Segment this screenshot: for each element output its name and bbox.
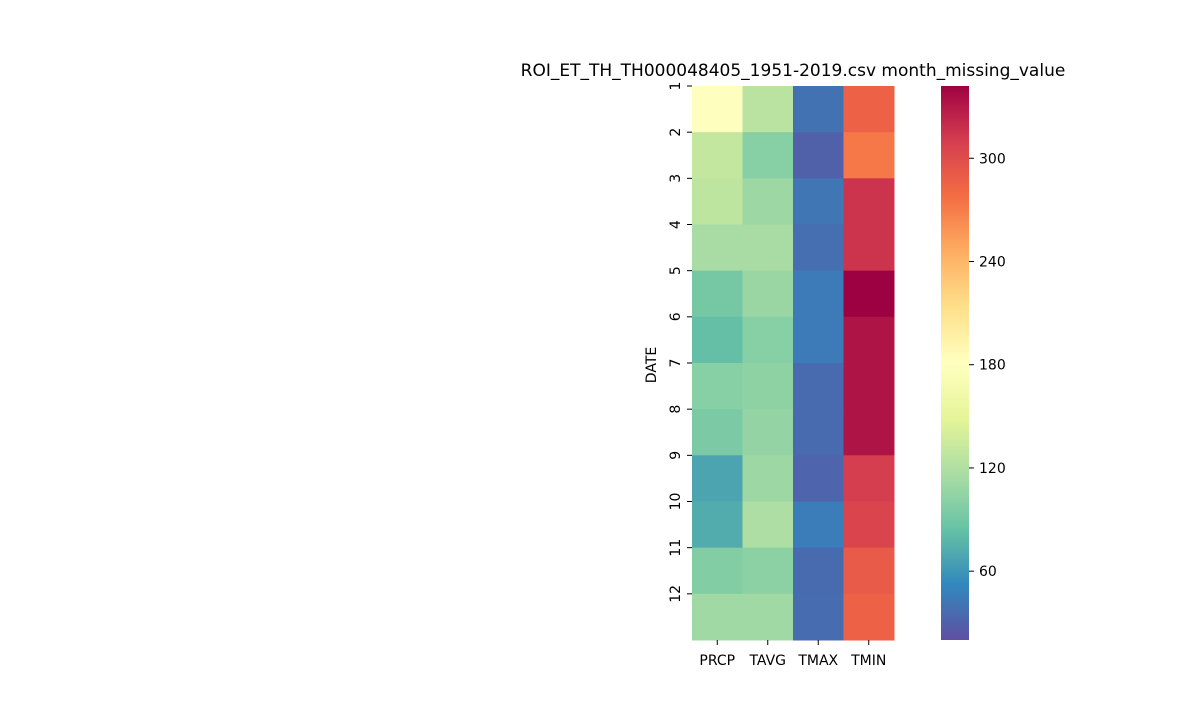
chart-title: ROI_ET_TH_TH000048405_1951-2019.csv mont… xyxy=(521,61,1066,81)
heatmap-cell-10-TMAX xyxy=(793,501,844,549)
heatmap-cell-11-PRCP xyxy=(692,547,743,595)
heatmap-cells xyxy=(692,86,895,641)
heatmap-cell-3-TMIN xyxy=(843,178,895,225)
colorbar-tick-label: 180 xyxy=(979,358,1006,374)
y-tick-label: 1 xyxy=(668,82,684,91)
heatmap-cell-7-PRCP xyxy=(692,363,743,410)
heatmap-cell-6-TMAX xyxy=(793,316,844,364)
heatmap-cell-8-TAVG xyxy=(742,409,794,456)
heatmap-cell-3-TMAX xyxy=(793,178,844,225)
heatmap-cell-4-TAVG xyxy=(742,224,794,272)
heatmap-cell-3-TAVG xyxy=(742,178,794,225)
heatmap-cell-12-TAVG xyxy=(742,593,794,641)
y-tick-label: 9 xyxy=(668,451,684,460)
heatmap-cell-8-TMIN xyxy=(843,409,895,456)
heatmap-cell-4-TMAX xyxy=(793,224,844,272)
heatmap-cell-5-PRCP xyxy=(692,270,743,318)
heatmap-cell-11-TMIN xyxy=(843,547,895,595)
heatmap-cell-7-TMAX xyxy=(793,363,844,410)
y-tick-label: 8 xyxy=(668,405,684,414)
colorbar-tick-label: 120 xyxy=(979,461,1006,477)
heatmap-cell-1-PRCP xyxy=(692,86,743,133)
heatmap-cell-7-TAVG xyxy=(742,363,794,410)
heatmap-cell-6-TMIN xyxy=(843,316,895,364)
y-tick-label: 7 xyxy=(668,359,684,368)
heatmap-cell-8-PRCP xyxy=(692,409,743,456)
colorbar-ticks: 60 120 180 240 300 xyxy=(969,151,1006,580)
x-tick-label: TAVG xyxy=(748,653,786,669)
heatmap-cell-1-TAVG xyxy=(742,86,794,133)
heatmap-cell-12-TMIN xyxy=(843,593,895,641)
heatmap-cell-5-TAVG xyxy=(742,270,794,318)
y-tick-label: 6 xyxy=(668,312,684,321)
x-axis-ticks: PRCP TAVG TMAX TMIN xyxy=(699,640,886,669)
y-tick-label: 10 xyxy=(668,493,684,511)
heatmap-cell-2-TAVG xyxy=(742,132,794,179)
heatmap-cell-10-TMIN xyxy=(843,501,895,549)
heatmap-cell-12-PRCP xyxy=(692,593,743,641)
colorbar-tick-label: 240 xyxy=(979,254,1006,270)
heatmap-cell-9-TAVG xyxy=(742,455,794,502)
y-tick-label: 5 xyxy=(668,266,684,275)
heatmap-cell-3-PRCP xyxy=(692,178,743,225)
x-tick-label: TMAX xyxy=(797,653,838,669)
heatmap-cell-2-TMAX xyxy=(793,132,844,179)
heatmap-cell-1-TMIN xyxy=(843,86,895,133)
heatmap-cell-10-TAVG xyxy=(742,501,794,549)
heatmap-cell-6-TAVG xyxy=(742,316,794,364)
heatmap-cell-7-TMIN xyxy=(843,363,895,410)
heatmap-cell-12-TMAX xyxy=(793,593,844,641)
heatmap-cell-5-TMAX xyxy=(793,270,844,318)
heatmap-cell-4-TMIN xyxy=(843,224,895,272)
y-tick-label: 3 xyxy=(668,174,684,183)
x-tick-label: PRCP xyxy=(699,653,735,669)
colorbar-tick-label: 300 xyxy=(979,151,1006,167)
heatmap-cell-10-PRCP xyxy=(692,501,743,549)
heatmap-cell-11-TAVG xyxy=(742,547,794,595)
heatmap-cell-2-TMIN xyxy=(843,132,895,179)
heatmap-cell-11-TMAX xyxy=(793,547,844,595)
heatmap-cell-9-PRCP xyxy=(692,455,743,502)
heatmap-cell-4-PRCP xyxy=(692,224,743,272)
heatmap-cell-9-TMAX xyxy=(793,455,844,502)
heatmap-cell-6-PRCP xyxy=(692,316,743,364)
heatmap-cell-1-TMAX xyxy=(793,86,844,133)
heatmap-cell-2-PRCP xyxy=(692,132,743,179)
y-axis-label: DATE xyxy=(644,347,660,383)
y-tick-label: 2 xyxy=(668,128,684,137)
y-tick-label: 11 xyxy=(668,539,684,557)
y-tick-label: 12 xyxy=(668,585,684,603)
colorbar xyxy=(941,86,969,640)
heatmap-cell-9-TMIN xyxy=(843,455,895,502)
heatmap-cell-5-TMIN xyxy=(843,270,895,318)
y-tick-label: 4 xyxy=(668,220,684,229)
colorbar-tick-label: 60 xyxy=(979,564,997,580)
x-tick-label: TMIN xyxy=(850,653,886,669)
heatmap-cell-8-TMAX xyxy=(793,409,844,456)
